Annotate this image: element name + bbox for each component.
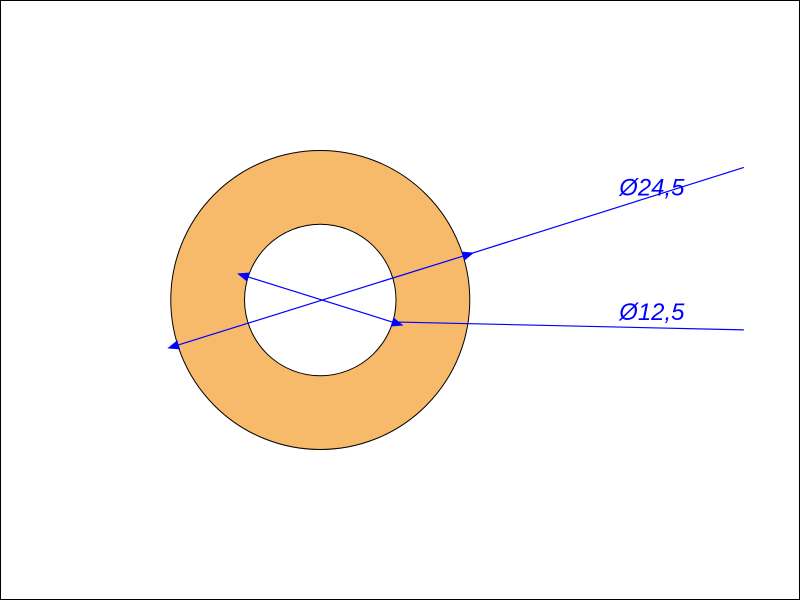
inner-diameter-label: Ø12,5: [618, 299, 685, 326]
technical-drawing-svg: Ø24,5 Ø12,5: [1, 1, 799, 599]
inner-dimension-leader: Ø12,5: [249, 277, 744, 330]
outer-diameter-label: Ø24,5: [618, 174, 685, 201]
drawing-canvas: Ø24,5 Ø12,5: [0, 0, 800, 600]
